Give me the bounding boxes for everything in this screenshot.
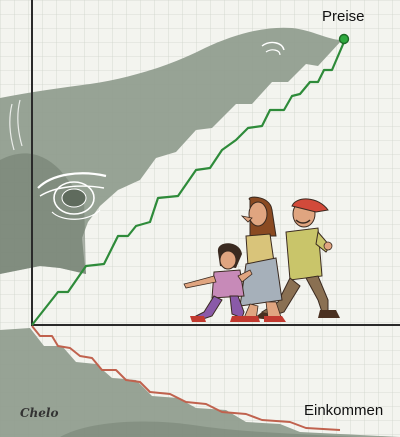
shark-nostril-icon (261, 41, 285, 56)
shark-eye-icon (37, 172, 107, 220)
prices-label: Preise (322, 8, 365, 25)
walking-family-illustration-icon (183, 196, 340, 322)
prices-line (31, 41, 346, 326)
incomes-line (31, 325, 341, 431)
artist-signature: Chelo (20, 406, 59, 420)
shark-jaw-shading (60, 421, 360, 437)
shark-silhouette-icon (0, 27, 342, 274)
mother-figure (238, 196, 286, 322)
incomes-label: Einkommen (304, 402, 384, 419)
shark-jaw-silhouette-icon (0, 328, 400, 437)
child-figure (183, 243, 253, 322)
shark-gills (9, 99, 23, 151)
prices-end-dot (338, 33, 350, 45)
